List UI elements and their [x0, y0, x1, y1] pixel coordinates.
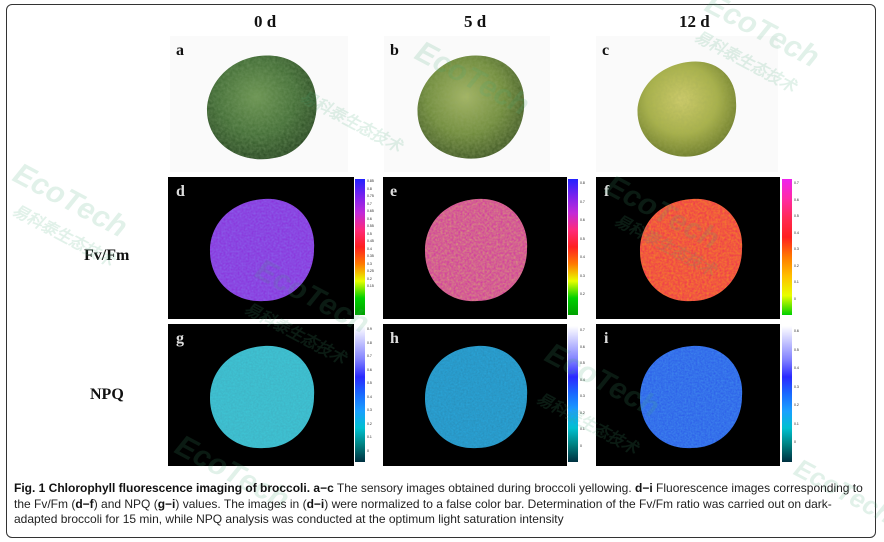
caption-text: ) and NPQ ( — [93, 496, 158, 511]
colorbar-npq-5d — [568, 326, 578, 462]
colorbar-ticks-e: 0.8 0.7 0.6 0.5 0.4 0.3 0.2 — [580, 181, 585, 296]
panel-e-fvfm-5d — [383, 177, 567, 319]
panel-label-a: a — [176, 42, 184, 59]
panel-a-photo — [170, 36, 348, 172]
colorbar-ticks-h: 0.7 0.6 0.5 0.4 0.3 0.2 0.1 0 — [580, 328, 585, 448]
npq-12d-image — [640, 345, 743, 449]
caption-text: ) were normalized to a false color bar. … — [14, 496, 832, 527]
caption-ref: a−c — [313, 481, 334, 495]
broccoli-5d-image — [417, 55, 525, 159]
panel-h-npq-5d — [383, 324, 567, 466]
panel-label-b: b — [390, 42, 399, 59]
caption-text: The sensory images obtained during brocc… — [333, 481, 636, 495]
colorbar-ticks-g: 0.9 0.8 0.7 0.6 0.5 0.4 0.3 0.2 0.1 0 — [367, 327, 372, 453]
colorbar-npq-0d — [355, 326, 365, 462]
caption-ref: d−i — [635, 481, 653, 495]
colorbar-fvfm-12d — [782, 179, 792, 315]
caption-title: Fig. 1 Chlorophyll fluorescence imaging … — [14, 481, 311, 495]
panel-i-npq-12d — [596, 324, 780, 466]
figure-caption: Fig. 1 Chlorophyll fluorescence imaging … — [14, 481, 864, 528]
fvfm-5d-image — [425, 198, 528, 302]
column-title-12d: 12 d — [679, 12, 710, 31]
npq-5d-image — [425, 345, 528, 449]
caption-text: Fluorescence images corresponding to the… — [14, 481, 863, 511]
panel-b-photo — [384, 36, 550, 172]
column-title-0d: 0 d — [254, 12, 277, 31]
panel-g-npq-0d — [168, 324, 354, 466]
panel-label-d: d — [176, 183, 185, 200]
broccoli-0d-image — [207, 55, 317, 160]
colorbar-ticks-d: 0.85 0.8 0.75 0.7 0.65 0.6 0.55 0.5 0.45 0.4 0.35 0… — [367, 179, 374, 288]
caption-ref: d−i — [306, 496, 325, 511]
panel-label-e: e — [390, 183, 398, 200]
panel-label-f: f — [604, 183, 610, 200]
panel-label-g: g — [176, 330, 184, 347]
panel-label-c: c — [602, 42, 610, 59]
panel-label-h: h — [390, 330, 399, 347]
row-title-fvfm: Fv/Fm — [84, 247, 130, 264]
caption-ref: g−i — [157, 496, 176, 511]
colorbar-fvfm-0d — [355, 179, 365, 315]
fvfm-12d-image — [640, 198, 743, 302]
caption-text: ) values. The images in ( — [175, 496, 307, 511]
colorbar-ticks-f: 0.7 0.6 0.5 0.4 0.3 0.2 0.1 0 — [794, 181, 799, 301]
colorbar-npq-12d — [782, 326, 792, 462]
caption-ref: d−f — [75, 496, 94, 511]
colorbar-ticks-i: 0.6 0.5 0.4 0.3 0.2 0.1 0 — [794, 329, 799, 444]
panel-f-fvfm-12d — [596, 177, 780, 319]
panel-d-fvfm-0d — [168, 177, 354, 319]
panel-c-photo — [596, 36, 778, 172]
broccoli-12d-image — [637, 61, 737, 157]
row-title-npq: NPQ — [90, 386, 124, 403]
panel-label-i: i — [604, 330, 609, 347]
column-title-5d: 5 d — [464, 12, 487, 31]
npq-0d-image — [210, 345, 315, 449]
colorbar-fvfm-5d — [568, 179, 578, 315]
fvfm-0d-image — [210, 198, 315, 302]
